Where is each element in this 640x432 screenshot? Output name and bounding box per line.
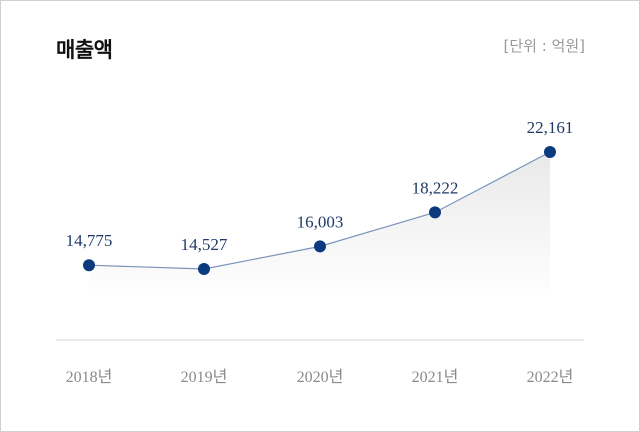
x-axis-label: 2019년 bbox=[181, 368, 228, 386]
value-label: 14,527 bbox=[181, 235, 228, 254]
data-point-2022년 bbox=[544, 146, 556, 158]
value-label: 22,161 bbox=[527, 118, 574, 137]
unit-label: [단위 : 억원] bbox=[503, 37, 586, 55]
data-point-2018년 bbox=[83, 259, 95, 272]
data-point-2019년 bbox=[198, 263, 210, 275]
value-label: 18,222 bbox=[412, 178, 459, 197]
x-axis-label: 2022년 bbox=[527, 368, 574, 386]
chart-title: 매출액 bbox=[56, 38, 113, 62]
data-point-2021년 bbox=[429, 206, 441, 219]
x-axis-labels: 2018년 2019년 2020년 2021년 2022년 bbox=[66, 368, 574, 386]
value-labels: 14,775 14,527 16,003 18,222 22,161 bbox=[66, 118, 574, 254]
value-label: 14,775 bbox=[66, 231, 113, 250]
data-point-2020년 bbox=[314, 240, 326, 253]
area-fill bbox=[89, 152, 550, 300]
x-axis-label: 2021년 bbox=[412, 368, 459, 386]
value-label: 16,003 bbox=[297, 212, 344, 231]
data-points bbox=[83, 146, 556, 275]
x-axis-label: 2018년 bbox=[66, 368, 113, 386]
x-axis-label: 2020년 bbox=[297, 368, 344, 386]
